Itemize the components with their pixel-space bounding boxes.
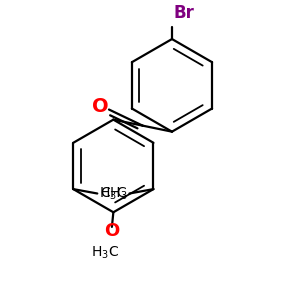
Text: H$_3$C: H$_3$C [91,244,119,261]
Text: Br: Br [173,4,194,22]
Text: H$_3$C: H$_3$C [99,185,127,202]
Text: O: O [104,222,119,240]
Text: O: O [92,97,109,116]
Text: CH$_3$: CH$_3$ [100,185,127,202]
